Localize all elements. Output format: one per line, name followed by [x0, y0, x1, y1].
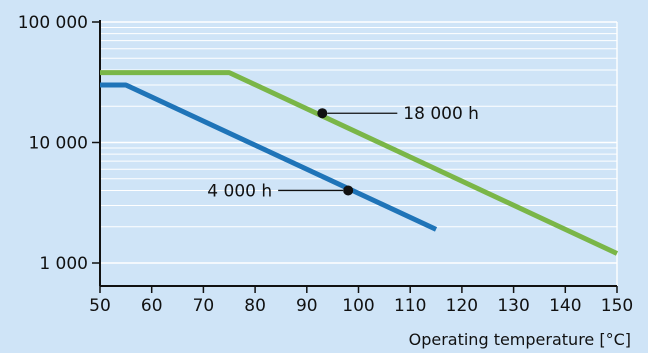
annotation-marker — [343, 185, 354, 196]
x-tick-label: 80 — [244, 296, 266, 316]
x-tick-label: 140 — [549, 296, 581, 316]
series — [100, 70, 619, 256]
x-tick-label: 110 — [394, 296, 426, 316]
y-tick-label: 10 000 — [29, 134, 88, 154]
annotations: 18 000 h 4 000 h — [207, 104, 479, 201]
series-line-1 — [100, 70, 619, 256]
x-tick-label: 60 — [141, 296, 163, 316]
x-tick-label: 130 — [497, 296, 529, 316]
y-tick-label: 100 000 — [18, 13, 88, 33]
annotation-label: 4 000 h — [207, 181, 272, 201]
x-tick-label: 50 — [89, 296, 111, 316]
x-tick-label: 90 — [296, 296, 318, 316]
x-tick-label: 100 — [342, 296, 374, 316]
x-tick-label: 120 — [446, 296, 478, 316]
annotation-label: 18 000 h — [403, 104, 479, 124]
y-ticks: 1 000 10 000 100 000 — [18, 13, 100, 274]
grid — [100, 21, 618, 286]
x-ticks: 50 60 70 80 90 100 110 120 130 140 150 — [89, 286, 633, 316]
y-tick-label: 1 000 — [39, 254, 88, 274]
series-line-2 — [100, 82, 438, 232]
x-axis-label: Operating temperature [°C] — [409, 330, 631, 349]
axes — [99, 20, 617, 287]
x-tick-label: 70 — [193, 296, 215, 316]
annotation-marker — [317, 108, 328, 119]
x-tick-label: 150 — [601, 296, 633, 316]
